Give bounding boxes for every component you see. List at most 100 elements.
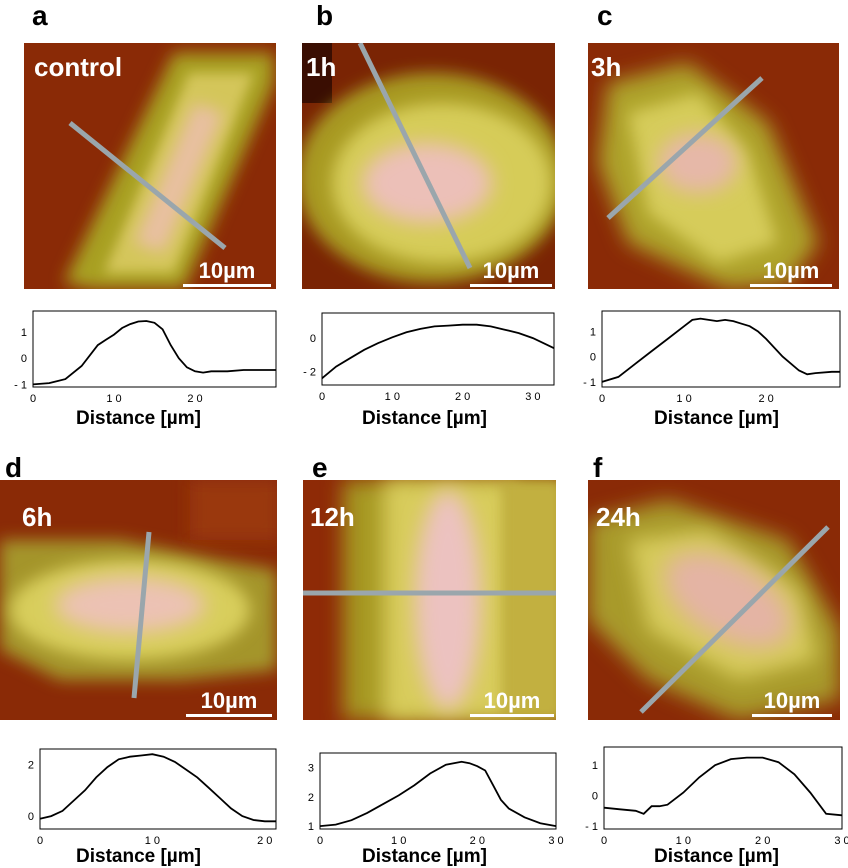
y-tick-label: 3 [308,763,314,775]
time-label: control [34,52,123,82]
time-label: 3h [591,52,622,82]
afm-topography-e [303,480,556,720]
scale-bar-line [183,284,271,287]
scale-bar-text: 10µm [762,258,820,283]
y-tick-label: - 1 [583,377,596,389]
y-tick-label: 1 [308,821,314,833]
scale-bar: 10µm [750,258,832,287]
scale-bar-text: 10µm [483,688,541,713]
x-axis-title: Distance [µm] [654,408,779,429]
x-tick-label: 1 0 [385,391,400,403]
y-tick-label: 0 [592,791,598,803]
scale-bar-line [750,284,832,287]
x-tick-label: 3 0 [834,835,848,847]
scale-bar: 10µm [183,258,271,287]
y-tick-label: 0 [590,352,596,364]
y-tick-label: 0 [21,353,27,365]
x-tick-label: 3 0 [548,835,563,847]
y-tick-label: - 1 [14,379,27,391]
afm-topography-b [302,43,555,289]
x-axis-title: Distance [µm] [76,408,201,429]
time-label: 12h [310,502,355,532]
afm-topography-a [24,43,276,289]
y-tick-label: - 1 [585,821,598,833]
profile-curve [601,317,840,383]
y-tick-label: 1 [21,327,27,339]
profile-curve [603,756,843,817]
afm-image-a [24,43,276,289]
afm-image-d [0,480,277,720]
x-tick-label: 2 0 [470,835,485,847]
x-tick-label: 3 0 [525,391,540,403]
y-tick-label: 1 [592,760,598,772]
plot-frame [603,746,843,830]
height-profile-e: 3 2 10 1 0 2 0 3 0 [308,752,564,847]
time-label: 24h [596,502,641,532]
x-axis-title: Distance [µm] [76,846,201,867]
x-axis-title: Distance [µm] [654,846,779,867]
profile-curve [321,323,555,379]
afm-image-c [588,43,839,289]
afm-topography-d [0,480,277,720]
x-axis-title: Distance [µm] [362,408,487,429]
scale-bar-line [752,714,832,717]
y-tick-label: 2 [308,792,314,804]
x-tick-label: 1 0 [391,835,406,847]
afm-topography-f [588,480,840,720]
x-tick-label: 0 [37,835,43,847]
x-tick-label: 1 0 [145,835,160,847]
time-label: 1h [306,52,337,82]
panel-letter-a: a [32,0,48,31]
x-tick-label: 2 0 [187,393,202,405]
y-tick-label: 0 [310,333,316,345]
profile-curve [39,753,276,823]
x-tick-label: 0 [601,835,607,847]
scale-bar-line [186,714,272,717]
y-tick-label: 0 [28,811,34,823]
profile-line [131,531,152,699]
x-tick-label: 0 [317,835,323,847]
scale-bar-line [470,284,552,287]
afm-image-f [588,480,840,720]
panel-letter-c: c [597,0,613,31]
time-label: 6h [22,502,53,532]
afm-topography-c [588,43,839,289]
x-tick-label: 1 0 [676,393,691,405]
x-tick-label: 0 [599,393,605,405]
plot-frame [319,752,557,830]
plot-frame [39,748,277,830]
profile-line [68,121,227,250]
x-tick-label: 1 0 [106,393,121,405]
scale-bar-line [470,714,554,717]
x-tick-label: 1 0 [676,835,691,847]
scale-bar: 10µm [752,688,832,717]
plot-frame [32,310,277,388]
plot-frame [601,310,841,388]
profile-line [639,525,830,714]
x-tick-label: 2 0 [455,391,470,403]
scale-bar-text: 10µm [482,258,540,283]
y-tick-label: 1 [590,326,596,338]
y-tick-label: - 2 [303,367,316,379]
profile-curve [319,760,557,827]
panel-letter-f: f [593,452,603,483]
scale-bar-text: 10µm [763,688,821,713]
x-tick-label: 2 0 [758,393,773,405]
scale-bar: 10µm [186,688,272,717]
height-profile-d: 2 00 1 0 2 0 [28,748,277,847]
x-axis-title: Distance [µm] [362,846,487,867]
afm-image-b [302,43,555,289]
afm-image-e [303,480,556,720]
profile-line [606,76,764,220]
scale-bar: 10µm [470,688,554,717]
profile-curve [32,320,276,386]
x-tick-label: 2 0 [257,835,272,847]
profile-line [357,43,473,270]
x-tick-label: 2 0 [755,835,770,847]
scale-bar-text: 10µm [200,688,258,713]
panel-letter-b: b [316,0,334,31]
